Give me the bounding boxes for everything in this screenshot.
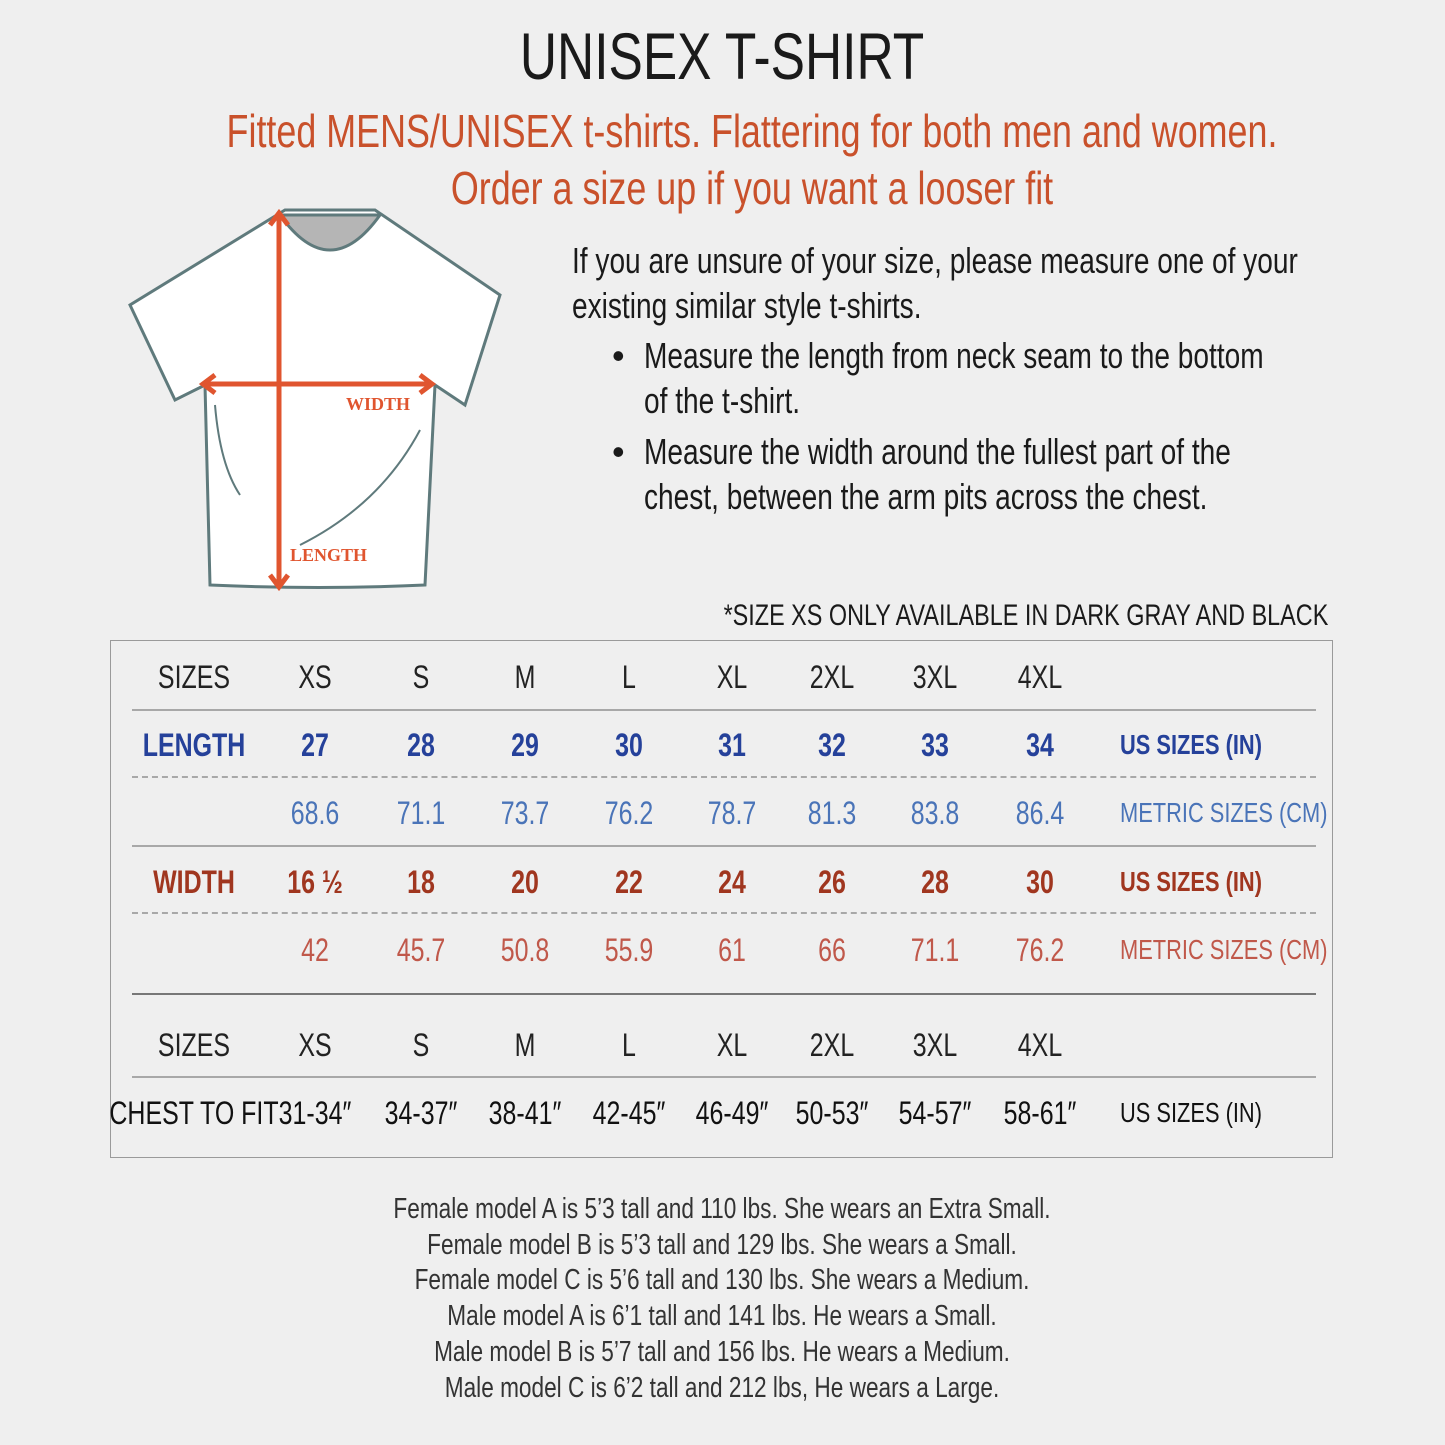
length-us-row-cell: 30 — [615, 727, 643, 763]
width-us-row-cell: 20 — [511, 864, 539, 900]
width-us-row-cell: 16 ½ — [287, 864, 343, 900]
length-metric-row-cell: 68.6 — [290, 795, 340, 831]
chest-row-cell: 38-41″ — [488, 1095, 562, 1131]
sizes-row-label: SIZES — [157, 659, 231, 695]
width-us-row-unit: US SIZES (IN) — [1120, 866, 1262, 897]
width-metric-row-cell: 66 — [818, 932, 846, 968]
chest-row-cell: 58-61″ — [1003, 1095, 1077, 1131]
length-us-row-cell: 32 — [818, 727, 846, 763]
model-info-line: Female model B is 5’3 tall and 129 lbs. … — [427, 1228, 1017, 1261]
length-us-row-unit: US SIZES (IN) — [1120, 729, 1262, 760]
bullet-2-line-2: chest, between the arm pits across the c… — [644, 476, 1208, 517]
width-label: WIDTH — [346, 394, 410, 414]
subtitle-line-1: Fitted MENS/UNISEX t-shirts. Flattering … — [226, 105, 1278, 157]
length-arrow — [268, 208, 290, 592]
chest-row-cell: 54-57″ — [898, 1095, 972, 1131]
length-metric-row-unit: METRIC SIZES (CM) — [1120, 797, 1328, 828]
sizes-row-2-label: SIZES — [157, 1027, 231, 1063]
width-metric-row-cell: 55.9 — [604, 932, 654, 968]
sizes-row-2-cell: S — [412, 1027, 430, 1063]
width-metric-row-cell: 45.7 — [396, 932, 446, 968]
width-us-row-cell: 24 — [718, 864, 746, 900]
instructions-intro-2: existing similar style t-shirts. — [572, 285, 922, 326]
sizes-row-2-cell: 4XL — [1017, 1027, 1063, 1063]
width-us-row-cell: 18 — [407, 864, 435, 900]
divider — [132, 1076, 1316, 1078]
length-us-row-cell: 29 — [511, 727, 539, 763]
chest-row-cell: 31-34″ — [278, 1095, 352, 1131]
length-metric-row-cell: 71.1 — [396, 795, 446, 831]
length-us-row-cell: 33 — [921, 727, 949, 763]
model-info-line: Male model C is 6’2 tall and 212 lbs, He… — [444, 1371, 1000, 1404]
sizes-row-cell: 2XL — [809, 659, 855, 695]
width-us-row-cell: 26 — [818, 864, 846, 900]
model-info-line: Female model C is 5’6 tall and 130 lbs. … — [414, 1264, 1030, 1297]
model-info-line: Male model B is 5’7 tall and 156 lbs. He… — [434, 1335, 1010, 1368]
tshirt-outline — [128, 208, 502, 589]
chest-row-cell: 50-53″ — [795, 1095, 869, 1131]
instructions-intro-1: If you are unsure of your size, please m… — [572, 240, 1298, 281]
width-us-row-cell: 30 — [1026, 864, 1054, 900]
bullet-2-line-1: Measure the width around the fullest par… — [644, 431, 1231, 472]
length-metric-row-cell: 83.8 — [910, 795, 960, 831]
length-metric-row-cell: 81.3 — [807, 795, 857, 831]
divider — [132, 845, 1316, 847]
bullet-1-line-2: of the t-shirt. — [644, 380, 801, 421]
bullet-icon: • — [612, 431, 625, 472]
width-us-row-cell: 22 — [615, 864, 643, 900]
divider — [132, 776, 1316, 778]
length-metric-row-cell: 76.2 — [604, 795, 654, 831]
sizes-row-2-cell: L — [622, 1027, 636, 1063]
tshirt-collar — [277, 213, 383, 252]
sizes-row-2-cell: 3XL — [912, 1027, 958, 1063]
chest-row-unit: US SIZES (IN) — [1120, 1097, 1262, 1128]
width-metric-row-cell: 76.2 — [1015, 932, 1065, 968]
chest-row-cell: 42-45″ — [592, 1095, 666, 1131]
sizes-row-cell: 4XL — [1017, 659, 1063, 695]
width-us-row-cell: 28 — [921, 864, 949, 900]
length-metric-row-cell: 73.7 — [500, 795, 550, 831]
width-metric-row-unit: METRIC SIZES (CM) — [1120, 934, 1328, 965]
bullet-icon: • — [612, 335, 625, 376]
width-us-row-label: WIDTH — [153, 864, 235, 900]
length-label: LENGTH — [290, 545, 367, 565]
model-info-line: Male model A is 6’1 tall and 141 lbs. He… — [447, 1300, 997, 1333]
length-us-row-cell: 31 — [718, 727, 746, 763]
length-us-row-cell: 28 — [407, 727, 435, 763]
length-metric-row-cell: 78.7 — [707, 795, 757, 831]
sizes-row-2-cell: 2XL — [809, 1027, 855, 1063]
tshirt-fold — [299, 429, 421, 546]
divider — [132, 709, 1316, 711]
sizes-row-cell: S — [412, 659, 430, 695]
sizes-row-2-cell: XL — [716, 1027, 748, 1063]
model-info-line: Female model A is 5’3 tall and 110 lbs. … — [393, 1193, 1051, 1225]
sizes-row-cell: M — [514, 659, 536, 695]
sizes-row-cell: XL — [716, 659, 748, 695]
sizes-row-2-cell: XS — [298, 1027, 332, 1063]
chest-row-label: CHEST TO FIT — [109, 1095, 279, 1131]
length-us-row-label: LENGTH — [142, 727, 246, 763]
divider — [132, 993, 1316, 995]
length-metric-row-cell: 86.4 — [1015, 795, 1065, 831]
sizes-row-cell: L — [622, 659, 636, 695]
chest-row-cell: 46-49″ — [695, 1095, 769, 1131]
sizes-row-2-cell: M — [514, 1027, 536, 1063]
width-metric-row-cell: 42 — [301, 932, 329, 968]
bullet-1-line-1: Measure the length from neck seam to the… — [644, 335, 1264, 376]
width-metric-row-cell: 71.1 — [910, 932, 960, 968]
size-table — [110, 640, 1333, 1158]
width-arrow — [198, 373, 437, 395]
availability-note: *SIZE XS ONLY AVAILABLE IN DARK GRAY AND… — [723, 599, 1328, 632]
divider — [132, 912, 1316, 914]
sizes-row-cell: XS — [298, 659, 332, 695]
page-title: UNISEX T-SHIRT — [519, 19, 925, 93]
chest-row-cell: 34-37″ — [384, 1095, 458, 1131]
tshirt-diagram: WIDTH LENGTH — [128, 208, 502, 592]
subtitle-line-2: Order a size up if you want a looser fit — [450, 162, 1054, 214]
length-us-row-cell: 27 — [301, 727, 329, 763]
sizes-row-cell: 3XL — [912, 659, 958, 695]
width-metric-row-cell: 61 — [718, 932, 746, 968]
width-metric-row-cell: 50.8 — [500, 932, 550, 968]
length-us-row-cell: 34 — [1026, 727, 1054, 763]
